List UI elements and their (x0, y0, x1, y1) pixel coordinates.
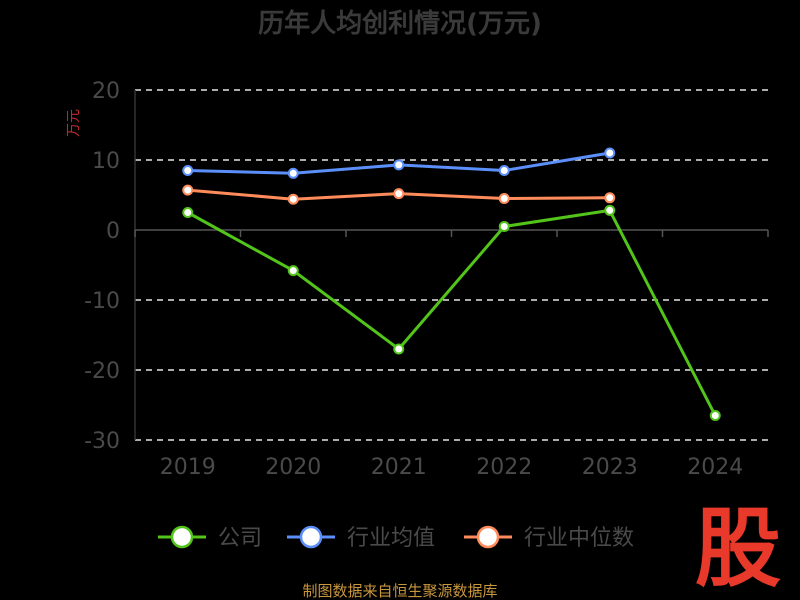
data-point[interactable] (498, 221, 510, 232)
y-tick-label: 0 (106, 219, 120, 244)
axes (134, 90, 769, 440)
legend[interactable]: 公司 行业均值 行业中位数 (158, 525, 634, 551)
y-tick-label: -30 (84, 429, 120, 454)
data-point[interactable] (498, 165, 510, 176)
gridlines (135, 89, 768, 441)
y-tick-label: -10 (84, 289, 120, 314)
y-tick-label: 10 (92, 149, 120, 174)
legend-item-0[interactable]: 公司 (158, 525, 262, 551)
legend-item-2[interactable]: 行业中位数 (464, 525, 634, 551)
y-axis-label: 万元 (66, 109, 82, 137)
x-tick-label: 2023 (582, 455, 638, 480)
y-tick-label: 20 (92, 79, 120, 104)
legend-item-1[interactable]: 行业均值 (287, 525, 435, 551)
x-tick-label: 2019 (160, 455, 216, 480)
data-point[interactable] (604, 204, 616, 216)
chart-title: 历年人均创利情况(万元) (258, 8, 542, 39)
x-tick-label: 2022 (476, 455, 532, 480)
legend-label: 行业中位数 (524, 526, 634, 551)
data-point[interactable] (604, 192, 616, 204)
series-lines (182, 147, 721, 421)
legend-label: 行业均值 (347, 526, 435, 551)
legend-marker (170, 525, 194, 549)
x-tick-label: 2020 (265, 455, 321, 480)
watermark-logo: 股 (695, 499, 781, 599)
data-point[interactable] (287, 193, 299, 205)
series-line-0 (187, 208, 717, 417)
data-point[interactable] (182, 207, 194, 218)
legend-label: 公司 (218, 526, 262, 551)
data-point[interactable] (287, 167, 299, 179)
data-point[interactable] (604, 147, 616, 159)
data-point[interactable] (287, 265, 299, 277)
data-point[interactable] (709, 410, 721, 421)
data-point[interactable] (393, 188, 405, 200)
data-point[interactable] (393, 159, 405, 171)
x-tick-label: 2021 (371, 455, 427, 480)
data-point[interactable] (393, 343, 405, 355)
x-tick-label: 2024 (687, 455, 743, 480)
legend-marker (299, 525, 323, 549)
data-point[interactable] (498, 193, 510, 204)
y-tick-labels: 20 10 0 -10 -20 -30 (84, 79, 120, 454)
y-tick-label: -20 (84, 359, 120, 384)
source-note: 制图数据来自恒生聚源数据库 (302, 582, 497, 600)
x-tick-labels: 2019 2020 2021 2022 2023 2024 (160, 455, 744, 480)
data-point[interactable] (182, 165, 194, 176)
legend-marker (476, 525, 500, 549)
data-point[interactable] (182, 184, 194, 196)
